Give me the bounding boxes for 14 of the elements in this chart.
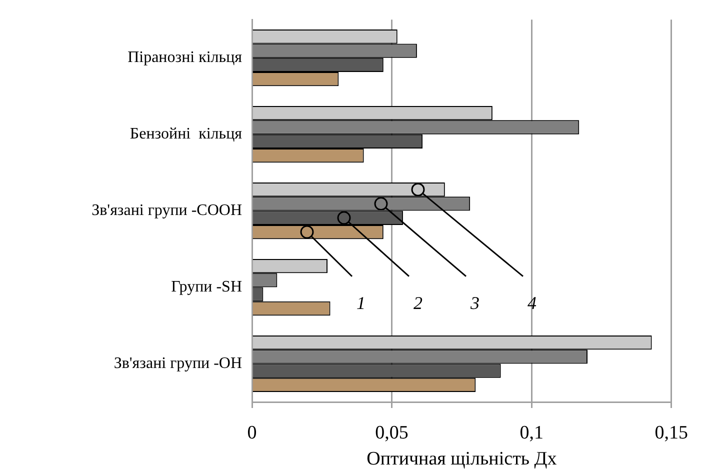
series-label: 4 bbox=[528, 293, 536, 314]
y-tick-label: Піранозні кільця bbox=[128, 49, 243, 66]
x-tick-label: 0,05 bbox=[375, 422, 408, 444]
x-tick-label: 0 bbox=[247, 422, 257, 444]
x-tick-label: 0,1 bbox=[520, 422, 544, 444]
series-label: 1 bbox=[356, 293, 366, 314]
y-tick-label: Бензойні кільця bbox=[130, 126, 243, 143]
y-tick-label: Зв'язані групи -COOH bbox=[92, 202, 242, 220]
x-axis-title: Оптичная щільність Дх bbox=[366, 448, 558, 470]
text: 2 bbox=[414, 293, 422, 314]
text: 3 bbox=[470, 293, 480, 314]
y-tick-label: Групи -SH bbox=[171, 278, 242, 296]
y-tick-label: Зв'язані групи -OH bbox=[114, 354, 242, 372]
x-tick-label: 0,15 bbox=[654, 422, 688, 444]
